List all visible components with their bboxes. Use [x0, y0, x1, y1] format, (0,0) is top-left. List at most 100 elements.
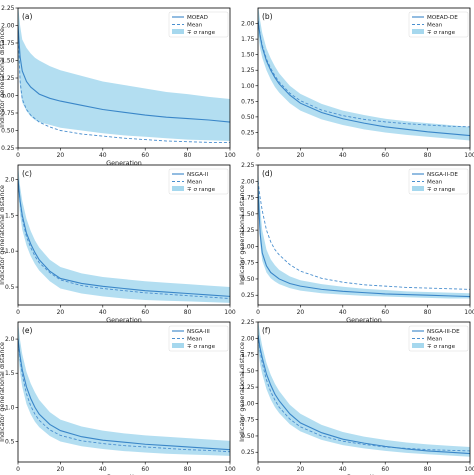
- y-tick-label: 1.0: [5, 404, 15, 411]
- y-tick-label: 2.25: [241, 162, 255, 169]
- y-tick-label: 0.50: [241, 433, 255, 440]
- x-tick-label: 40: [339, 309, 347, 316]
- y-tick-label: 0.75: [1, 110, 15, 117]
- y-tick-label: 1.00: [241, 83, 255, 90]
- axes-frame: [257, 164, 471, 306]
- legend-swatch-band: [412, 29, 424, 34]
- legend-label-range: ∓ σ range: [187, 30, 216, 36]
- x-tick-label: 0: [256, 309, 260, 316]
- x-tick-label: 40: [339, 152, 347, 159]
- legend: NSGA-II Mean∓ σ range: [168, 168, 229, 195]
- x-tick-label: 40: [99, 152, 107, 159]
- x-axis-label: Generation: [106, 316, 142, 324]
- x-tick-label: 80: [184, 152, 192, 159]
- chart-panel: 0 20 40 60 80 100 0.25 0.50 0.75 1.00 1.25 1.50 1.75…: [238, 162, 474, 324]
- panel-tag: (d): [262, 169, 273, 178]
- y-tick-label: 1.25: [241, 227, 255, 234]
- x-tick-label: 20: [57, 152, 65, 159]
- panel-tag: (c): [22, 169, 32, 178]
- y-tick-label: 0.50: [241, 276, 255, 283]
- y-tick-label: 2.0: [5, 336, 15, 343]
- algorithm-line: [258, 187, 470, 298]
- x-axis-label: Generation: [346, 316, 382, 324]
- legend-swatch-band: [172, 29, 184, 34]
- y-axis-label: Indicator generational distance: [238, 342, 246, 442]
- algorithm-line: [258, 334, 470, 455]
- panel-tag: (e): [22, 326, 33, 335]
- y-tick-label: 1.50: [1, 58, 15, 65]
- y-tick-label: 1.75: [1, 40, 15, 47]
- plot-area: [18, 8, 230, 143]
- chart-panel: 0 20 40 60 80 100 0.25 0.50 0.75 1.00 1.25 1.50 1.75…: [241, 7, 474, 159]
- y-tick-label: 0.25: [241, 129, 255, 136]
- legend-swatch-band: [172, 343, 184, 348]
- x-tick-label: 20: [297, 309, 305, 316]
- legend-label-algorithm: NSGA-II-DE: [427, 172, 458, 178]
- plot-area: [258, 322, 470, 457]
- y-tick-label: 1.50: [241, 368, 255, 375]
- chart-panel: 0 20 40 60 80 100 0.25 0.50 0.75 1.00 1.25 1.50 1.75…: [0, 5, 236, 167]
- mean-line: [258, 20, 470, 128]
- x-tick-label: 80: [184, 466, 192, 473]
- legend-label-mean: Mean: [427, 337, 443, 343]
- mean-line: [18, 25, 230, 143]
- legend-label-mean: Mean: [187, 23, 203, 29]
- x-tick-label: 60: [381, 309, 389, 316]
- legend: MOEAD-DE Mean∓ σ range: [408, 11, 469, 38]
- legend: MOEAD Mean∓ σ range: [168, 11, 229, 38]
- y-tick-label: 1.75: [241, 195, 255, 202]
- legend-label-mean: Mean: [187, 337, 203, 343]
- legend-label-algorithm: NSGA-III: [187, 329, 210, 335]
- mean-line: [18, 179, 230, 299]
- sigma-range-band: [18, 8, 230, 141]
- panel-tag: (b): [262, 12, 273, 21]
- y-tick-label: 2.00: [241, 178, 255, 185]
- legend-label-mean: Mean: [427, 23, 443, 29]
- y-axis-label: Indicator generational distance: [0, 28, 6, 128]
- sigma-range-band: [18, 322, 230, 456]
- mean-line: [18, 339, 230, 453]
- y-tick-label: 0.75: [241, 417, 255, 424]
- plot-area: [18, 322, 230, 456]
- x-tick-label: 20: [297, 466, 305, 473]
- x-tick-label: 80: [424, 309, 432, 316]
- legend-label-mean: Mean: [427, 180, 443, 186]
- x-tick-label: 60: [141, 152, 149, 159]
- legend: NSGA-II-DE Mean∓ σ range: [408, 168, 469, 195]
- x-tick-label: 100: [464, 309, 474, 316]
- chart-panel: 0 20 40 60 80 100 0.5 1.0 1.5 2.0 Generation Indica…: [0, 164, 236, 324]
- y-tick-label: 2.25: [1, 5, 15, 12]
- plot-area: [258, 165, 470, 299]
- algorithm-line: [18, 339, 230, 451]
- algorithm-line: [18, 179, 230, 297]
- y-tick-label: 1.25: [241, 384, 255, 391]
- x-tick-label: 40: [339, 466, 347, 473]
- x-tick-label: 60: [141, 309, 149, 316]
- y-tick-label: 1.25: [241, 67, 255, 74]
- y-tick-label: 1.5: [5, 212, 15, 219]
- plot-area: [18, 165, 230, 303]
- algorithm-line: [258, 20, 470, 137]
- x-tick-label: 0: [16, 309, 20, 316]
- legend: NSGA-III Mean∓ σ range: [168, 325, 229, 352]
- x-tick-label: 100: [224, 152, 236, 159]
- y-tick-label: 1.25: [1, 75, 15, 82]
- legend-label-range: ∓ σ range: [427, 30, 456, 36]
- y-tick-label: 1.0: [5, 248, 15, 255]
- y-tick-label: 2.00: [1, 23, 15, 30]
- y-tick-label: 0.5: [5, 284, 15, 291]
- axes-frame: [17, 164, 231, 306]
- sigma-range-band: [258, 322, 470, 457]
- y-tick-label: 2.00: [241, 21, 255, 28]
- x-tick-label: 0: [16, 152, 20, 159]
- panel-tag: (a): [22, 12, 33, 21]
- x-tick-label: 60: [141, 466, 149, 473]
- y-tick-label: 2.0: [5, 176, 15, 183]
- chart-panel: 0 20 40 60 80 100 0.5 1.0 1.5 2.0 Generation Indica…: [0, 321, 236, 475]
- y-tick-label: 0.25: [241, 449, 255, 456]
- mean-line: [258, 334, 470, 452]
- y-tick-label: 1.00: [241, 400, 255, 407]
- algorithm-line: [18, 25, 230, 123]
- x-tick-label: 0: [256, 466, 260, 473]
- legend-label-algorithm: NSGA-III-DE: [427, 329, 460, 335]
